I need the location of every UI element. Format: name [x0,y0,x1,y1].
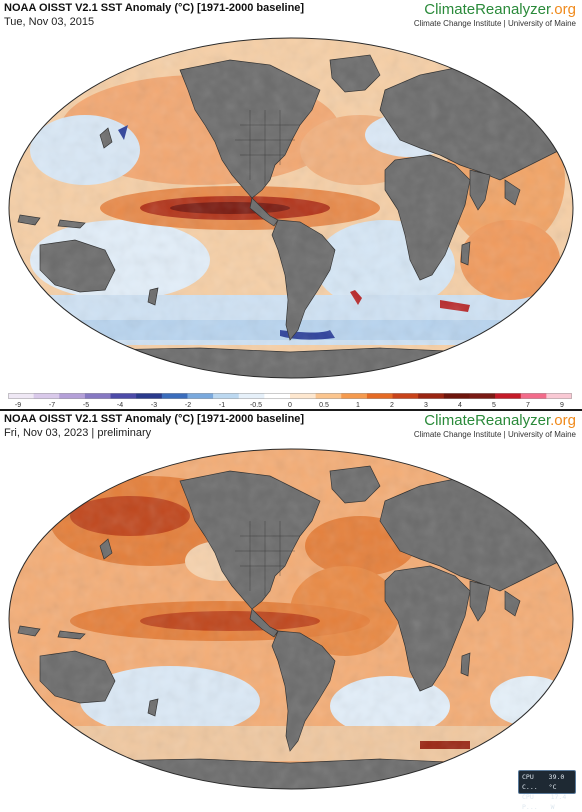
colorbar-legend: -9 -7 -5 -4 -3 -2 -1 -0.5 0 0.5 1 2 3 4 5 7 9 [8,393,572,409]
map-date: Fri, Nov 03, 2023 | preliminary [4,427,152,439]
colorbar-tick-label: -5 [83,402,89,409]
colorbar-tick-label: -1 [219,402,225,409]
brand-suffix: .org [550,1,576,18]
brand-name: ClimateReanalyzer [424,1,551,18]
colorbar-swatch [213,393,240,399]
brand-subtitle: Climate Change Institute | University of… [413,430,576,439]
hardware-monitor-overlay[interactable]: CPU C... 39.0 °C CPU P... 17.4 W [518,770,576,811]
colorbar-tick-label: 1 [356,402,360,409]
colorbar-tick-label: 4 [458,402,462,409]
colorbar-tick-label: 7 [526,402,530,409]
colorbar-swatch [469,393,496,399]
brand-logo[interactable]: ClimateReanalyzer.org Climate Change Ins… [413,412,576,440]
colorbar-swatch [520,393,547,399]
colorbar-swatch [84,393,112,399]
colorbar-swatches [8,393,572,399]
colorbar-swatch [443,393,470,399]
colorbar-tick-label: 5 [492,402,496,409]
colorbar-swatch [341,393,368,399]
sst-anomaly-map-2015 [8,37,574,379]
colorbar-tick-label: 9 [560,402,564,409]
colorbar-tick-label: 0 [288,402,292,409]
colorbar-tick-label: 0.5 [319,402,329,409]
map-panel-2015: NOAA OISST V2.1 SST Anomaly (°C) [1971-2… [4,1,576,409]
colorbar-frame [8,393,572,399]
colorbar-ticks: -9 -7 -5 -4 -3 -2 -1 -0.5 0 0.5 1 2 3 4 5 7 9 [15,402,564,409]
colorbar-tick-label: -9 [15,402,21,409]
colorbar-swatch [418,393,445,399]
colorbar-swatch [495,393,522,399]
colorbar-tick-label: -3 [151,402,157,409]
sst-anomaly-map-2023 [8,448,574,790]
colorbar-tick-label: -2 [185,402,191,409]
colorbar-swatch [546,393,572,399]
colorbar-swatch [264,393,291,399]
cpu-temp-value: 39.0 °C [548,773,565,791]
colorbar-swatch [59,393,86,399]
colorbar-swatch [366,393,394,399]
cpu-power-label: CPU P... [522,793,538,811]
colorbar-swatch [392,393,419,399]
colorbar-tick-label: -4 [117,402,123,409]
map-title: NOAA OISST V2.1 SST Anomaly (°C) [1971-2… [4,2,305,14]
colorbar-swatch [8,393,35,399]
colorbar-tick-label: -0.5 [250,402,262,409]
colorbar-swatch [110,393,137,399]
colorbar-swatch [187,393,214,399]
colorbar-swatch [136,393,163,399]
brand-suffix: .org [550,412,576,429]
colorbar-swatch [33,393,60,399]
map-date: Tue, Nov 03, 2015 [4,16,95,28]
colorbar-tick-label: 3 [424,402,428,409]
cpu-power-value: 17.4 W [550,793,567,811]
brand-name: ClimateReanalyzer [424,412,551,429]
brand-logo[interactable]: ClimateReanalyzer.org Climate Change Ins… [413,1,576,29]
panel-divider [0,409,582,411]
colorbar-tick-label: -7 [49,402,55,409]
colorbar-swatch [161,393,188,399]
map-panel-2023: NOAA OISST V2.1 SST Anomaly (°C) [1971-2… [0,411,582,811]
colorbar-swatch [290,393,317,399]
colorbar-tick-label: 2 [390,402,394,409]
map-title: NOAA OISST V2.1 SST Anomaly (°C) [1971-2… [4,413,305,425]
brand-subtitle: Climate Change Institute | University of… [413,19,576,28]
cpu-temp-label: CPU C... [522,773,538,791]
colorbar-swatch [315,393,342,399]
colorbar-swatch [238,393,265,399]
